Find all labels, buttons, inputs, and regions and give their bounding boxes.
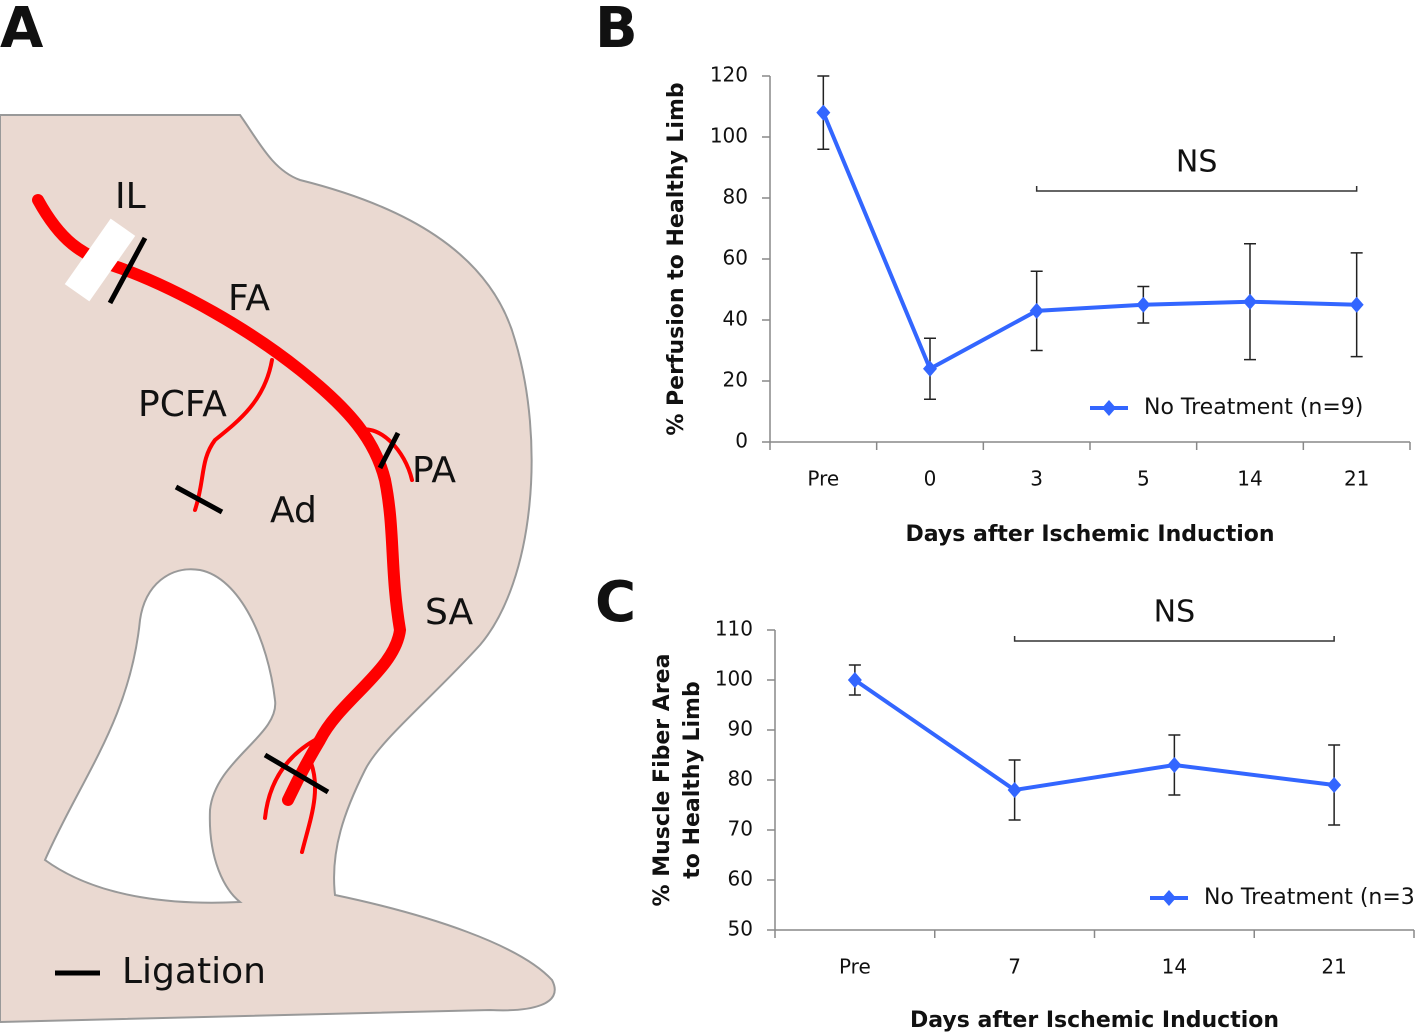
point	[1007, 782, 1022, 798]
point	[923, 360, 937, 377]
diagram: IL FA PCFA Ad PA SA Ligation	[0, 114, 556, 1024]
inguinal-ligament	[64, 218, 136, 302]
ns-bracket	[1035, 186, 1358, 192]
x-axis-title: Days after Ischemic Induction	[905, 522, 1274, 547]
y-tick-label: 60	[723, 246, 748, 270]
y-axis-title: % Perfusion to Healthy Limb	[664, 82, 689, 435]
y-axis-title: to Healthy Limb	[680, 681, 705, 878]
x-tick-label: 7	[1008, 955, 1021, 979]
ligations	[55, 236, 401, 976]
annotation: NS	[1154, 595, 1195, 630]
x-tick-label: Pre	[839, 955, 871, 979]
y-tick-label: 20	[723, 368, 748, 392]
series-line	[821, 111, 1357, 372]
y-tick-label: 60	[728, 867, 753, 891]
point	[816, 104, 831, 121]
vessel-label: IL	[115, 176, 146, 217]
y-tick-label: 110	[715, 617, 753, 641]
annotation: NS	[1176, 145, 1217, 180]
vessels	[32, 194, 414, 854]
series-line	[853, 678, 1335, 793]
point	[1029, 302, 1044, 319]
x-axis-title: Days after Ischemic Induction	[910, 1008, 1279, 1033]
point	[847, 672, 862, 688]
vessel-label: PCFA	[138, 384, 227, 425]
legend-marker	[1162, 890, 1176, 906]
point	[1349, 296, 1364, 313]
point	[1136, 296, 1151, 313]
point	[1167, 757, 1182, 773]
y-tick-label: 100	[715, 667, 753, 691]
y-tick-label: 100	[710, 124, 748, 148]
vessel-label: FA	[228, 278, 270, 319]
vessel-label: SA	[425, 592, 474, 633]
legend-marker	[1102, 400, 1116, 416]
y-axis-title: % Muscle Fiber Area	[650, 654, 675, 907]
panel-label: B	[595, 0, 638, 61]
notch	[43, 568, 277, 904]
x-tick-label: 3	[1030, 467, 1043, 491]
y-tick-label: 80	[728, 767, 753, 791]
legend-label: Ligation	[122, 951, 266, 992]
x-tick-label: 5	[1137, 467, 1150, 491]
panel-label: C	[595, 570, 636, 635]
panel-label: A	[0, 0, 44, 61]
x-tick-label: 21	[1321, 955, 1346, 979]
y-tick-label: 0	[735, 429, 748, 453]
x-tick-label: 0	[924, 467, 937, 491]
y-tick-label: 50	[728, 917, 753, 941]
y-tick-label: 40	[723, 307, 748, 331]
x-tick-label: Pre	[807, 467, 839, 491]
point	[1327, 777, 1342, 793]
y-tick-label: 120	[710, 63, 748, 87]
point	[1243, 293, 1257, 310]
legend-label: No Treatment (n=9)	[1144, 395, 1363, 420]
x-tick-label: 21	[1344, 467, 1369, 491]
vessel-label: PA	[412, 450, 456, 491]
x-tick-label: 14	[1237, 467, 1262, 491]
x-tick-label: 14	[1162, 955, 1187, 979]
ns-bracket	[1013, 636, 1335, 642]
y-tick-label: 70	[728, 817, 753, 841]
vessel-label: Ad	[270, 490, 317, 531]
y-tick-label: 80	[723, 185, 748, 209]
legend-label: No Treatment (n=3)	[1204, 885, 1416, 910]
y-tick-label: 90	[728, 717, 753, 741]
